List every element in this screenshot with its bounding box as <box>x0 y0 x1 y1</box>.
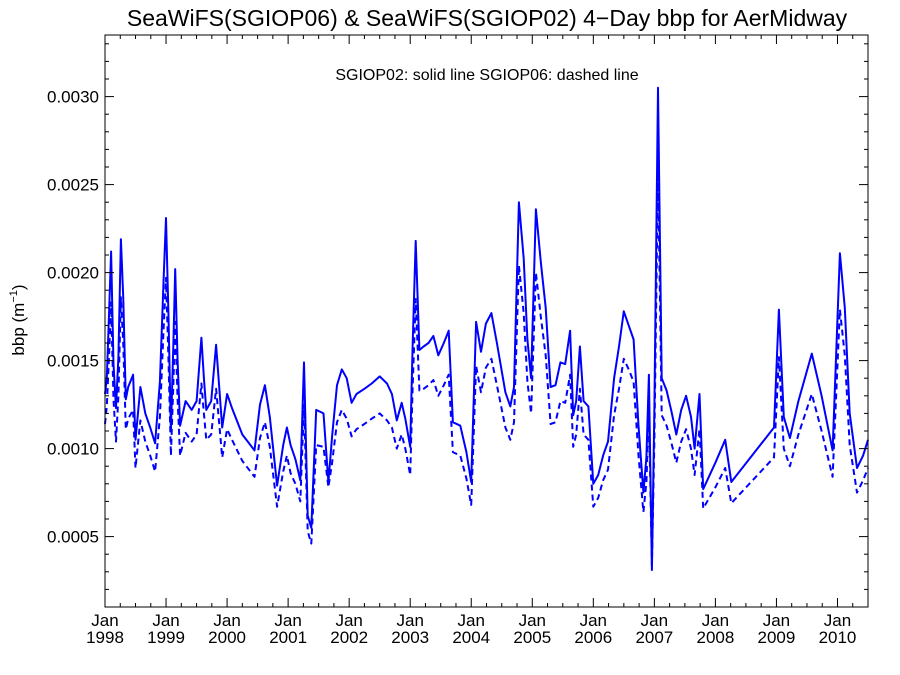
y-axis-label: bbp (m−1) <box>8 284 28 355</box>
x-tick-label-year: 2009 <box>758 628 796 647</box>
svg-text:bbp (m−1): bbp (m−1) <box>8 284 28 355</box>
y-tick-label: 0.0020 <box>47 264 99 283</box>
axes-layer: 0.00050.00100.00150.00200.00250.0030Jan1… <box>47 34 869 647</box>
x-tick-label-year: 2006 <box>574 628 612 647</box>
x-tick-label-month: Jan <box>702 611 729 630</box>
y-axis-label-text: bbp (m <box>9 303 28 356</box>
x-tick-label-year: 2000 <box>208 628 246 647</box>
y-tick-label: 0.0025 <box>47 176 99 195</box>
x-tick-label-month: Jan <box>580 611 607 630</box>
x-tick-label-year: 2007 <box>635 628 673 647</box>
series-annotation: SGIOP02: solid line SGIOP06: dashed line <box>335 67 638 84</box>
x-tick-label-month: Jan <box>763 611 790 630</box>
x-tick-label-year: 2004 <box>452 628 490 647</box>
x-tick-label-year: 2003 <box>391 628 429 647</box>
x-tick-label-month: Jan <box>641 611 668 630</box>
x-tick-label-year: 2005 <box>513 628 551 647</box>
x-tick-label-month: Jan <box>519 611 546 630</box>
x-tick-label-year: 2002 <box>330 628 368 647</box>
x-tick-label-year: 1998 <box>86 628 124 647</box>
x-tick-label-year: 2008 <box>696 628 734 647</box>
x-tick-label-month: Jan <box>91 611 118 630</box>
chart-title: SeaWiFS(SGIOP06) & SeaWiFS(SGIOP02) 4−Da… <box>127 5 848 31</box>
y-tick-label: 0.0010 <box>47 440 99 459</box>
series-line-sgiop02 <box>104 86 869 571</box>
x-tick-label-month: Jan <box>396 611 423 630</box>
x-tick-label-year: 2001 <box>269 628 307 647</box>
y-axis-label-superscript: −1 <box>8 290 20 303</box>
x-tick-label-month: Jan <box>213 611 240 630</box>
x-tick-label-month: Jan <box>274 611 301 630</box>
y-tick-label: 0.0005 <box>47 528 99 547</box>
x-tick-label-month: Jan <box>458 611 485 630</box>
series-layer <box>104 86 869 571</box>
x-tick-label-year: 2010 <box>819 628 857 647</box>
y-tick-label: 0.0030 <box>47 88 99 107</box>
x-tick-label-month: Jan <box>152 611 179 630</box>
x-tick-label-month: Jan <box>335 611 362 630</box>
x-tick-label-month: Jan <box>824 611 851 630</box>
x-tick-label-year: 1999 <box>147 628 185 647</box>
series-line-sgiop06 <box>104 166 869 566</box>
y-axis-label-close: ) <box>9 284 28 290</box>
y-tick-label: 0.0015 <box>47 352 99 371</box>
